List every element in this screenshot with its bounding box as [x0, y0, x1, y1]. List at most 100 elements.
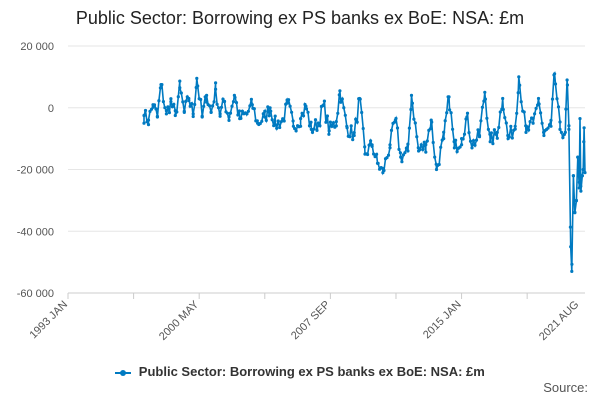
series-point	[437, 162, 441, 167]
series-point	[527, 128, 531, 132]
series-point	[230, 104, 234, 108]
series-point	[563, 130, 567, 134]
series-point	[225, 111, 230, 115]
series-point	[239, 116, 243, 120]
series-point	[433, 155, 437, 159]
series-point	[428, 127, 432, 131]
series-point	[504, 121, 508, 125]
y-tick-label: 20 000	[20, 41, 54, 53]
series-point	[188, 104, 192, 108]
series-point	[483, 97, 487, 101]
series-point	[334, 120, 338, 124]
series-point	[507, 135, 511, 139]
series-point	[573, 210, 577, 214]
series-point	[172, 102, 176, 106]
series-point	[388, 146, 392, 150]
series-point	[513, 127, 517, 131]
series-point	[348, 135, 352, 139]
series-point	[582, 140, 586, 144]
y-tick-label: 0	[48, 103, 54, 115]
series-point	[218, 114, 222, 118]
series-point	[260, 119, 264, 123]
series-point	[418, 148, 422, 152]
series-point	[178, 86, 182, 90]
x-tick-label: 2015 JAN	[421, 299, 464, 342]
series-point	[462, 132, 467, 136]
series-point	[334, 124, 338, 128]
x-axis-ticks: 1993 JAN 2000 MAY 2007 SEP 2015 JAN 2021 AUG	[27, 298, 581, 343]
series-point	[316, 121, 320, 125]
series-point	[290, 110, 294, 114]
series-point	[497, 125, 501, 130]
series-point	[270, 118, 274, 122]
series-point	[449, 111, 453, 115]
series-point	[187, 96, 191, 101]
series-point	[182, 110, 186, 114]
series-point	[501, 107, 505, 112]
legend-swatch	[115, 369, 132, 376]
series-point	[233, 95, 237, 100]
legend[interactable]: Public Sector: Borrowing ex PS banks ex …	[0, 364, 600, 379]
series-point	[309, 127, 313, 131]
series-point	[240, 109, 244, 113]
series-point	[205, 93, 209, 97]
series-point	[382, 168, 386, 173]
series-point	[209, 110, 213, 114]
series-point	[451, 127, 455, 131]
series-point	[519, 100, 523, 104]
series-point	[581, 167, 585, 172]
series-point	[448, 108, 452, 112]
series-point	[577, 180, 581, 184]
series-point	[443, 119, 447, 123]
series-point	[300, 111, 304, 115]
y-axis-ticks: 20 000 0 -20 000 -40 000 -60 000	[17, 41, 54, 300]
series-point	[293, 126, 297, 131]
series-point	[211, 104, 215, 108]
series-point	[236, 113, 240, 117]
series-point	[355, 120, 359, 124]
y-tick-label: -60 000	[17, 288, 54, 300]
series-point	[309, 120, 313, 124]
series-point	[167, 111, 171, 115]
series-point	[553, 82, 558, 86]
series-point	[389, 128, 394, 132]
series-point	[287, 98, 291, 102]
series-point	[498, 110, 502, 114]
series-point	[200, 115, 204, 119]
series-point	[173, 113, 177, 118]
series-point	[315, 128, 319, 132]
series-point	[328, 120, 332, 124]
series-point	[273, 123, 278, 127]
series-point	[455, 150, 459, 154]
series-point	[467, 131, 471, 135]
series-point	[324, 120, 328, 124]
series-point	[373, 155, 377, 159]
series-point	[510, 136, 514, 140]
series-point	[404, 146, 408, 150]
series-point	[540, 121, 544, 125]
series-point	[531, 121, 535, 125]
series-point	[337, 93, 341, 97]
series-point	[398, 151, 402, 155]
x-tick-label: 1993 JAN	[27, 299, 70, 342]
series-point	[169, 100, 173, 104]
series-point	[158, 86, 162, 90]
legend-label: Public Sector: Borrowing ex PS banks ex …	[138, 364, 485, 379]
series-point	[473, 143, 477, 147]
grid-layer	[67, 45, 585, 299]
x-tick-label: 2007 SEP	[289, 299, 333, 343]
series-point	[556, 105, 561, 109]
series-point	[480, 105, 484, 109]
series-point	[155, 115, 159, 119]
series-point	[422, 140, 426, 144]
series-point	[330, 124, 334, 128]
series-point	[458, 145, 462, 149]
series-point	[549, 124, 553, 128]
series-point	[214, 81, 218, 85]
series-point	[534, 106, 538, 110]
series-point	[558, 127, 562, 131]
series-point	[363, 145, 367, 149]
series-point	[583, 171, 587, 175]
series-point	[483, 90, 487, 94]
series-point	[397, 147, 401, 151]
